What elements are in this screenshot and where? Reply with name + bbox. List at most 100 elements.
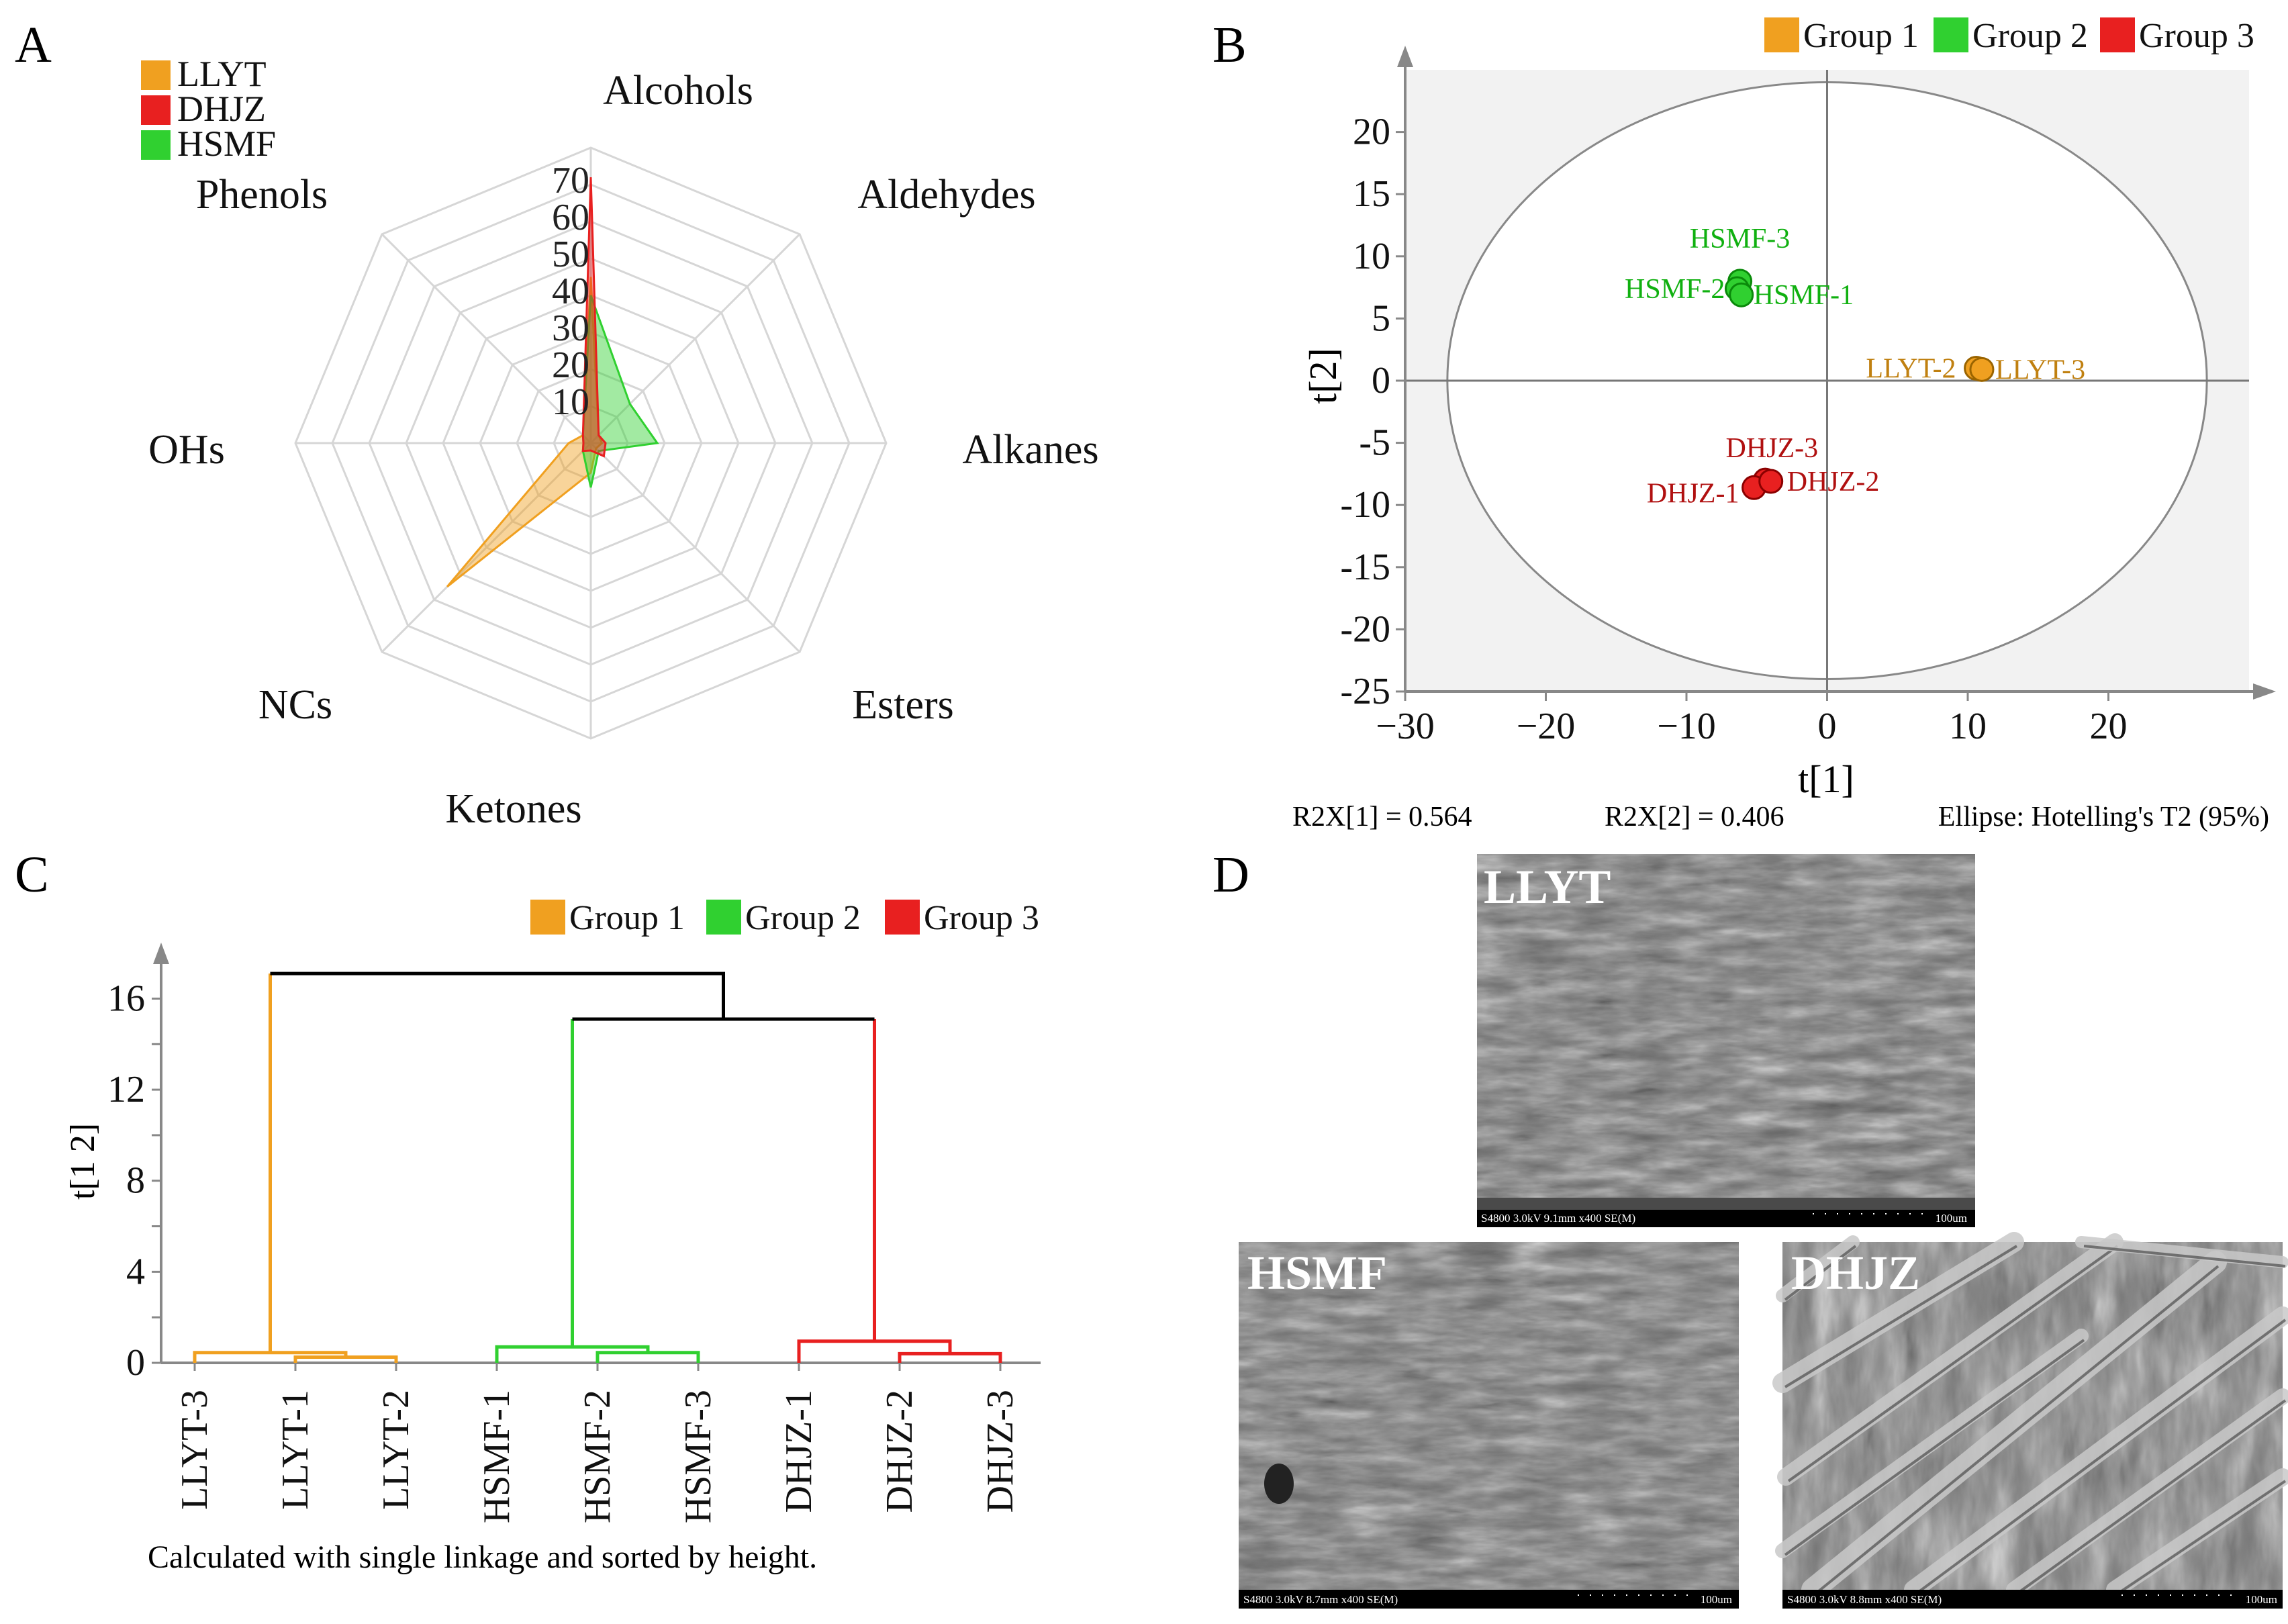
dendrogram-legend: Group 1 Group 2 Group 3 [530,899,1039,937]
sem-fiber [1772,1232,2024,1393]
score-x-tick-label: −30 [1376,706,1435,747]
radar-tick-20: 20 [552,344,589,386]
score-y-tick-label: 0 [1372,360,1390,401]
sem-fiber-shadow [1814,1265,2220,1595]
radar-legend-label-dhjz: DHJZ [177,89,266,129]
radar-tick-40: 40 [552,271,589,312]
radar-grid [294,146,888,740]
sem-hsmf-scale-bar: 100um [1701,1593,1732,1606]
radar-spoke [589,233,801,444]
panel-d-sem-images: D S4800 3.0kV 9.1mm x400 SE(M) 100um LLY… [1212,847,2288,1609]
score-y-tick-label: -15 [1340,546,1390,588]
score-y-tick-label: -10 [1340,484,1390,526]
sem-fiber-shadow [2116,1480,2287,1595]
sem-fiber-shadow [2083,1245,2286,1268]
score-point-label-dhjz-2: DHJZ-2 [1787,467,1880,497]
radar-tick-30: 30 [552,307,589,349]
dendrogram-legend-label-group-3: Group 3 [924,899,1039,937]
dendrogram-leaf-dhjz-3: DHJZ-3 [980,1390,1021,1513]
dendrogram-leaf-llyt-3: LLYT-3 [174,1390,216,1510]
dendrogram-link-dhjz-2-3 [898,1351,1002,1363]
radar-axis-label-ketones: Ketones [445,786,581,832]
score-x-tick-label: 0 [1818,706,1837,747]
dendrogram-tree [193,971,1002,1363]
sem-fiber [1776,1235,1860,1302]
dendrogram-leaf-llyt-1: LLYT-1 [275,1390,316,1510]
sem-fiber-shadow [1784,1245,1857,1301]
score-x-tick-label: 10 [1949,706,1987,747]
score-legend-label-group-3: Group 3 [2139,17,2254,55]
dendrogram-axes: 0 4 8 12 16 [107,943,1041,1384]
sem-fiber-shadow [1787,1245,2119,1482]
dendrogram-y-tick-label: 0 [126,1342,145,1384]
panel-b-score-plot: B Group 1 Group 2 Group 3 −30 −20 −10 0 10 20 20… [1212,17,2276,832]
dendrogram-link-hsmf-2-3 [595,1351,700,1363]
score-x-axis-label: t[1] [1798,757,1854,801]
sem-llyt-label: LLYT [1484,860,1611,914]
score-point-hsmf-1 [1729,282,1754,307]
sem-image-llyt: S4800 3.0kV 9.1mm x400 SE(M) 100um LLYT [1477,854,1975,1227]
dendrogram-y-axis-label: t[1 2] [64,1123,102,1200]
sem-fiber [1775,1329,2089,1558]
score-point-label-dhjz-1: DHJZ-1 [1647,478,1739,509]
dendrogram-y-tick-label: 8 [126,1160,145,1202]
dendrogram-legend-swatch-group-2 [706,900,741,935]
radar-legend-label-hsmf: HSMF [177,124,276,164]
sem-fiber [1801,1251,2227,1601]
dendrogram-y-tick-label: 12 [107,1069,145,1110]
sem-fiber-shadow [1784,1339,2085,1556]
score-y-tick-label: 20 [1353,111,1390,153]
radar-spoke [589,442,801,653]
sem-hsmf-scale-text: S4800 3.0kV 8.7mm x400 SE(M) [1243,1593,1398,1606]
dendrogram-leaf-hsmf-2: HSMF-2 [577,1390,618,1523]
radar-axis-label-ncs: NCs [258,682,332,728]
radar-series-dhjz [581,177,607,458]
score-x-arrow [2253,683,2276,700]
score-x-tick-label: −10 [1657,706,1716,747]
sem-image-hsmf: S4800 3.0kV 8.7mm x400 SE(M) 100um HSMF [1239,1242,1739,1609]
ellipse-note: Ellipse: Hotelling's T2 (95%) [1938,802,2269,832]
radar-spoke [381,442,592,653]
score-y-tick-label: 10 [1353,236,1390,277]
score-y-axis-label: t[2] [1301,348,1345,404]
score-legend-label-group-1: Group 1 [1803,17,1919,55]
radar-legend-swatch-hsmf [141,130,171,160]
r2x2-label: R2X[2] = 0.406 [1605,802,1784,832]
score-y-tick-label: 5 [1372,297,1390,339]
sem-fiber-shadow [1915,1319,2287,1595]
panel-c-letter: C [15,847,49,903]
sem-dhjz-label: DHJZ [1791,1246,1920,1300]
radar-tick-60: 60 [552,197,589,238]
score-point-label-dhjz-3: DHJZ-3 [1725,433,1818,464]
sem-fiber [2075,1236,2288,1268]
dendrogram-legend-swatch-group-1 [530,900,565,935]
dendrogram-leaf-labels: LLYT-3 LLYT-1 LLYT-2 HSMF-1 HSMF-2 HSMF-3 DHJZ… [174,1390,1021,1523]
score-y-tick-label: -25 [1340,671,1390,712]
score-y-tick-label: -20 [1340,608,1390,650]
score-point-label-hsmf-3: HSMF-3 [1690,224,1790,254]
score-point-label-hsmf-1: HSMF-1 [1754,280,1854,311]
sem-image-dhjz: S4800 3.0kV 8.8mm x400 SE(M) 100um DHJZ [1772,1232,2288,1609]
score-axes: −30 −20 −10 0 10 20 20 15 10 5 0 -5 -10 -15 -20 -25 [1340,46,2276,747]
dendrogram-caption: Calculated with single linkage and sorte… [148,1539,817,1575]
radar-axis-label-alcohols: Alcohols [603,68,753,113]
score-point-label-llyt-2: LLYT-2 [1866,353,1956,384]
sem-hsmf-label: HSMF [1247,1246,1387,1300]
radar-axis-label-esters: Esters [852,682,954,728]
sem-dhjz-scale-text: S4800 3.0kV 8.8mm x400 SE(M) [1787,1593,1942,1606]
dendrogram-legend-label-group-2: Group 2 [745,899,861,937]
score-y-arrow [1397,46,1413,67]
radar-axis-label-phenols: Phenols [196,172,328,218]
sem-llyt-scale-text: S4800 3.0kV 9.1mm x400 SE(M) [1481,1212,1635,1225]
dendrogram-leaf-dhjz-2: DHJZ-2 [879,1390,920,1513]
dendrogram-link-dhjz [797,1339,952,1363]
score-legend-swatch-group-1 [1764,17,1799,52]
radar-legend-label-llyt: LLYT [177,54,267,94]
score-legend-label-group-2: Group 2 [1972,17,2088,55]
r2x1-label: R2X[1] = 0.564 [1292,802,1472,832]
score-x-tick-label: 20 [2090,706,2128,747]
